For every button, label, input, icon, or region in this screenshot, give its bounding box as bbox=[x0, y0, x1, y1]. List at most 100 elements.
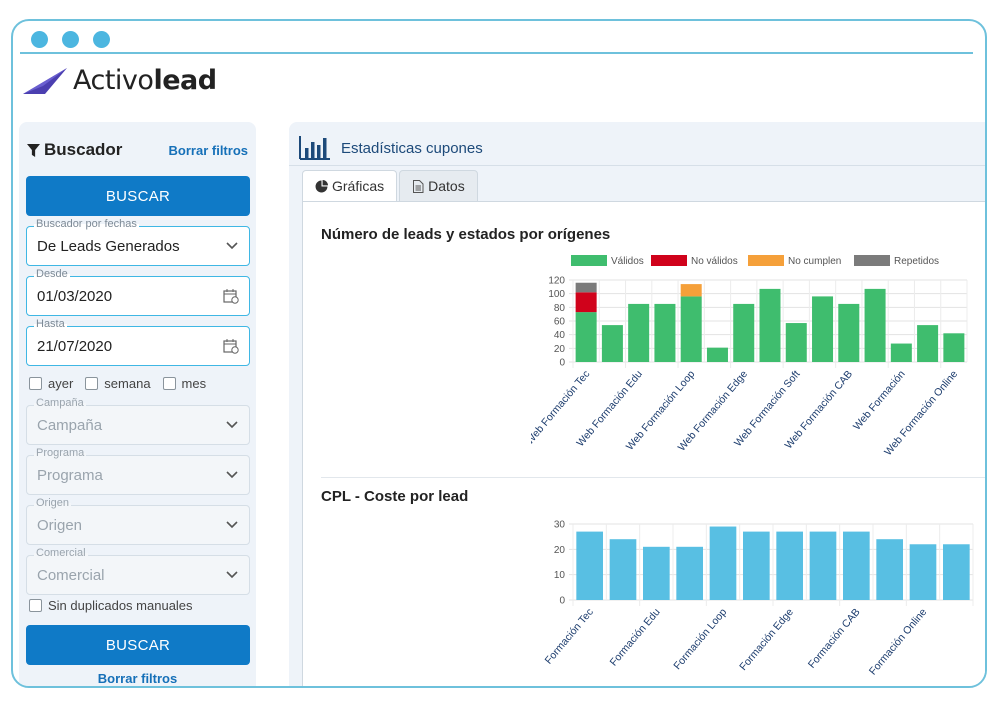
window-dot-close[interactable] bbox=[31, 31, 48, 48]
checkbox-semana-label: semana bbox=[104, 376, 151, 391]
date-search-label: Buscador por fechas bbox=[34, 218, 139, 230]
from-date-field[interactable]: Desde 01/03/2020 bbox=[26, 268, 250, 316]
y-tick-label: 100 bbox=[548, 289, 565, 300]
legend-label: No cumplen bbox=[788, 256, 841, 267]
tab-datos-label: Datos bbox=[428, 178, 465, 194]
sidebar-title-text: Buscador bbox=[44, 140, 123, 159]
y-tick-label: 30 bbox=[554, 520, 566, 531]
y-tick-label: 60 bbox=[554, 317, 566, 328]
search-button[interactable]: BUSCAR bbox=[26, 176, 250, 216]
checkbox-semana[interactable] bbox=[85, 377, 99, 390]
clear-filters-link-bottom[interactable]: Borrar filtros bbox=[97, 671, 178, 686]
date-search-select[interactable]: Buscador por fechas De Leads Generados bbox=[26, 218, 250, 266]
y-tick-label: 0 bbox=[559, 596, 565, 607]
bar bbox=[676, 546, 703, 600]
from-date-value: 01/03/2020 bbox=[37, 288, 113, 305]
bar bbox=[575, 312, 597, 362]
bar bbox=[838, 303, 860, 362]
bar bbox=[609, 539, 637, 600]
tab-datos[interactable]: Datos bbox=[399, 170, 478, 202]
legend-label: No válidos bbox=[691, 256, 738, 267]
y-tick-label: 20 bbox=[554, 344, 566, 355]
bar bbox=[576, 531, 603, 600]
chevron-down-icon bbox=[226, 242, 238, 250]
header-divider bbox=[289, 165, 985, 166]
program-label: Programa bbox=[34, 447, 87, 459]
leads-chart-title: Número de leads y estados por orígenes bbox=[321, 226, 611, 243]
window-dot-minimize[interactable] bbox=[62, 31, 79, 48]
charts-divider bbox=[321, 477, 985, 478]
calendar-icon[interactable] bbox=[223, 338, 239, 354]
bar bbox=[706, 347, 728, 362]
document-icon bbox=[413, 179, 424, 193]
commercial-label: Comercial bbox=[34, 547, 88, 559]
program-select[interactable]: Programa Programa bbox=[26, 447, 250, 495]
app-window: Activolead Buscador Borrar filtros BUSCA… bbox=[11, 19, 987, 688]
x-tick-label: Formación Tec bbox=[543, 606, 596, 666]
checkbox-mes[interactable] bbox=[162, 377, 176, 390]
checkbox-no-duplicates[interactable] bbox=[29, 599, 42, 612]
clear-filters-link[interactable]: Borrar filtros bbox=[168, 142, 248, 158]
search-sidebar: Buscador Borrar filtros BUSCAR Buscador … bbox=[19, 122, 256, 686]
window-dot-maximize[interactable] bbox=[93, 31, 110, 48]
bar bbox=[733, 303, 755, 362]
to-date-field[interactable]: Hasta 21/07/2020 bbox=[26, 318, 250, 366]
y-tick-label: 10 bbox=[554, 570, 566, 581]
bar bbox=[876, 539, 903, 600]
to-date-value: 21/07/2020 bbox=[37, 338, 113, 355]
legend-label: Válidos bbox=[611, 256, 644, 267]
checkbox-ayer[interactable] bbox=[29, 377, 42, 390]
bar bbox=[709, 526, 737, 600]
legend-swatch bbox=[748, 255, 784, 266]
sidebar-header: Buscador Borrar filtros bbox=[27, 140, 248, 160]
stats-header: Estadísticas cupones bbox=[299, 136, 483, 160]
no-duplicates-label: Sin duplicados manuales bbox=[48, 598, 193, 613]
chevron-down-icon bbox=[226, 471, 238, 479]
stats-title: Estadísticas cupones bbox=[341, 139, 483, 157]
bar-chart-icon bbox=[299, 136, 330, 160]
bar bbox=[809, 531, 837, 600]
campaign-select[interactable]: Campaña Campaña bbox=[26, 397, 250, 445]
bar bbox=[785, 323, 807, 362]
logo-arrow-icon bbox=[23, 67, 67, 94]
calendar-icon[interactable] bbox=[223, 288, 239, 304]
from-date-label: Desde bbox=[34, 268, 70, 280]
origin-select[interactable]: Origen Origen bbox=[26, 497, 250, 545]
charts-panel: Número de leads y estados por orígenes 0… bbox=[302, 201, 985, 686]
legend-swatch bbox=[651, 255, 687, 266]
origin-label: Origen bbox=[34, 497, 72, 509]
tab-graficas[interactable]: Gráficas bbox=[302, 170, 398, 202]
sidebar-title: Buscador bbox=[27, 140, 122, 160]
bar bbox=[575, 282, 597, 293]
bar bbox=[628, 303, 650, 362]
chevron-down-icon bbox=[226, 421, 238, 429]
bar bbox=[917, 325, 939, 362]
search-button-bottom[interactable]: BUSCAR bbox=[26, 625, 250, 665]
checkbox-ayer-label: ayer bbox=[48, 376, 74, 391]
cpl-chart-title: CPL - Coste por lead bbox=[321, 488, 469, 505]
activolead-logo: Activolead bbox=[21, 65, 217, 96]
y-tick-label: 0 bbox=[559, 358, 565, 369]
bar bbox=[909, 544, 937, 600]
bar bbox=[943, 333, 965, 362]
filter-icon bbox=[27, 143, 40, 157]
commercial-placeholder: Comercial bbox=[37, 567, 105, 584]
chevron-down-icon bbox=[226, 571, 238, 579]
program-placeholder: Programa bbox=[37, 467, 103, 484]
bar bbox=[812, 296, 834, 362]
y-tick-label: 80 bbox=[554, 303, 566, 314]
legend-swatch bbox=[854, 255, 890, 266]
window-controls bbox=[31, 31, 110, 48]
checkbox-mes-label: mes bbox=[181, 376, 207, 391]
bar bbox=[759, 288, 781, 362]
x-tick-label: Formación Online bbox=[867, 606, 930, 677]
x-tick-label: Formación CAB bbox=[806, 606, 863, 670]
bar bbox=[743, 531, 770, 600]
campaign-placeholder: Campaña bbox=[37, 417, 103, 434]
commercial-select[interactable]: Comercial Comercial bbox=[26, 547, 250, 595]
stats-panel: Estadísticas cupones Gráficas Datos Núme… bbox=[289, 122, 985, 686]
bar bbox=[680, 284, 702, 297]
y-tick-label: 20 bbox=[554, 545, 566, 556]
stats-tabs: Gráficas Datos bbox=[302, 170, 480, 202]
